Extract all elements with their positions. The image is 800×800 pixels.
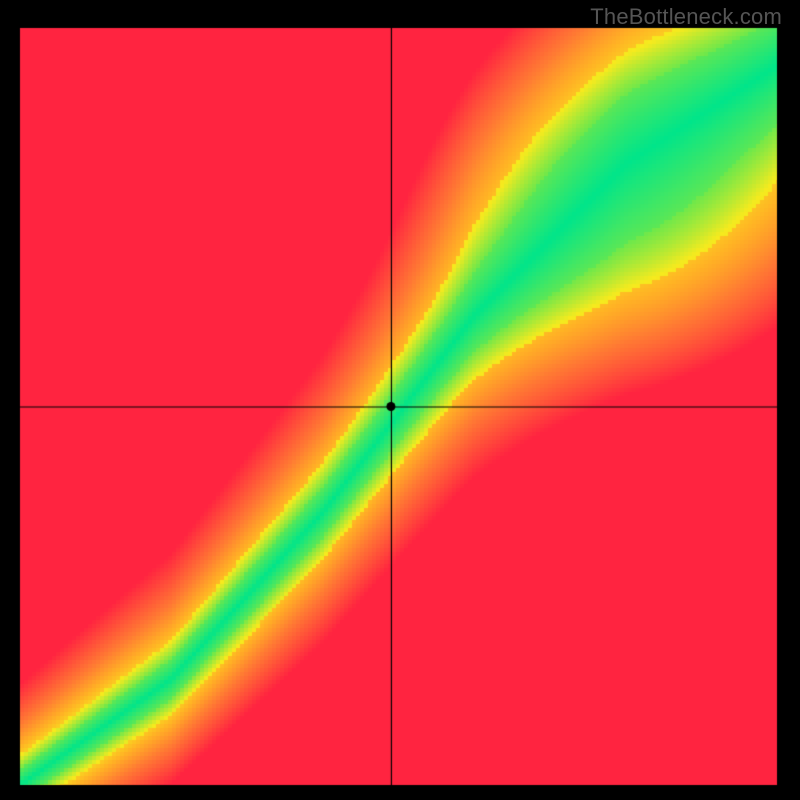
bottleneck-heatmap-canvas xyxy=(0,0,800,800)
watermark-text: TheBottleneck.com xyxy=(590,4,782,30)
chart-container: TheBottleneck.com xyxy=(0,0,800,800)
